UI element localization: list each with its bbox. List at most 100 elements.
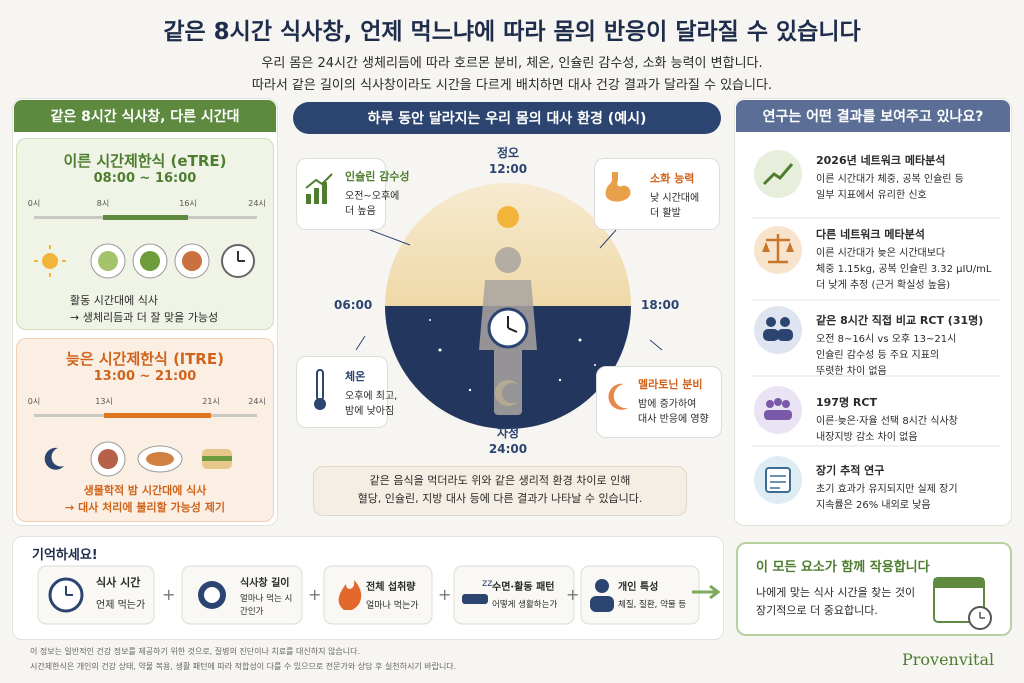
tick-label: 21시 — [202, 397, 220, 406]
tick-label: 16시 — [179, 199, 197, 208]
factor-title: 전체 섭취량 — [366, 582, 416, 593]
factor-title: 식사 시간 — [96, 576, 141, 589]
early-icons — [34, 243, 255, 279]
callout — [296, 356, 388, 428]
brand: Provenvital — [902, 650, 995, 669]
conclusion-title: 이 모든 요소가 함께 작용합니다 — [756, 560, 930, 575]
factor-text: 어떻게 생활하는가 — [492, 600, 558, 610]
factor-title: 개인 특성 — [618, 582, 659, 593]
clock-label: 18:00 — [641, 298, 680, 312]
callout-title: 체온 — [345, 370, 366, 383]
tick-label: 0시 — [27, 199, 41, 208]
footer-note: 시간제한식은 개인의 건강 상태, 약물 복용, 생활 패턴에 따라 적합성이 … — [30, 662, 457, 671]
research-text: 내장지방 감소 차이 없음 — [816, 432, 918, 443]
factor-title: 수면·활동 패턴 — [492, 582, 555, 593]
research-title: 같은 8시간 직접 비교 RCT (31명) — [816, 314, 984, 327]
early-card — [16, 138, 274, 330]
tick-label: 13시 — [95, 397, 113, 406]
research-icons — [752, 150, 1000, 504]
note: 혈당, 인슐린, 지방 대사 등에 다른 결과가 나타날 수 있습니다. — [357, 492, 643, 505]
callout-text: 오후에 최고, — [345, 391, 398, 402]
tick-label: 24시 — [248, 199, 266, 208]
icon — [314, 369, 326, 410]
note: 같은 음식을 먹더라도 위와 같은 생리적 환경 차이로 인해 — [369, 474, 631, 487]
callout-text: 더 활발 — [650, 208, 681, 219]
late-time: 13:00 ~ 21:00 — [93, 369, 197, 384]
subtitle: 따라서 같은 길이의 식사창이라도 시간을 다르게 배치하면 대사 건강 결과가… — [251, 78, 773, 93]
research-title: 2026년 네트워크 메타분석 — [816, 154, 946, 167]
callout — [596, 366, 722, 438]
tick-label: 8시 — [96, 199, 110, 208]
early-title: 이른 시간제한식 (eTRE) — [63, 152, 227, 170]
research-text: 인슐린 감수성 등 주요 지표의 — [816, 350, 940, 361]
research-title: 다른 네트워크 메타분석 — [816, 228, 925, 241]
early-note: → 생체리듬과 더 잘 맞을 가능성 — [70, 311, 219, 324]
svg-text:+: + — [308, 585, 321, 604]
research-text: 이른 시간대가 늦은 시간대보다 — [816, 248, 946, 259]
factor-text: 얼마나 먹는 시 — [240, 594, 293, 604]
callout-text: 대사 반응에 영향 — [638, 414, 709, 425]
callout-title: 소화 능력 — [650, 172, 695, 185]
late-title: 늦은 시간제한식 (lTRE) — [66, 350, 224, 368]
window-bar — [104, 413, 211, 418]
late-icons — [44, 441, 232, 477]
svg-text:+: + — [162, 585, 175, 604]
research-title: 197명 RCT — [816, 396, 877, 409]
subtitle: 우리 몸은 24시간 생체리듬에 따라 호르몬 분비, 체온, 인슐린 감수성,… — [261, 56, 763, 71]
factor-title: 식사창 길이 — [240, 578, 290, 589]
research-text: 체중 1.15kg, 공복 인슐린 3.32 μIU/mL — [816, 264, 992, 275]
late-note: 생물학적 밤 시간대에 식사 — [83, 484, 207, 497]
title: 같은 8시간 식사창, 언제 먹느냐에 따라 몸의 반응이 달라질 수 있습니다 — [163, 19, 861, 45]
tick-label: 24시 — [248, 397, 266, 406]
icon — [305, 173, 333, 204]
svg-text:zz: zz — [482, 578, 493, 589]
callout-text: 밤에 낮아짐 — [345, 406, 395, 417]
icon — [608, 383, 628, 410]
callout-text: 낮 시간대에 — [650, 193, 700, 204]
late-note: → 대사 처리에 불리할 가능성 제기 — [65, 501, 225, 514]
late-card — [16, 338, 274, 522]
conclusion-text: 장기적으로 더 중요합니다. — [756, 604, 878, 617]
clock-label: 24:00 — [488, 442, 528, 456]
callout-title: 멜라토닌 분비 — [638, 378, 703, 391]
clock-label: 12:00 — [488, 162, 528, 176]
research-text: 더 낮게 추정 (근거 확실성 높음) — [816, 280, 951, 291]
factor-text: 언제 먹는가 — [96, 600, 146, 611]
remember-title: 기억하세요! — [32, 548, 98, 563]
research-title: 장기 추적 연구 — [816, 464, 885, 477]
svg-text:+: + — [566, 585, 579, 604]
calendar-icon — [933, 577, 992, 630]
factor-text: 얼마나 먹는가 — [366, 601, 419, 611]
callout-text: 더 높음 — [345, 206, 376, 217]
window-bar — [103, 215, 188, 220]
factor-cards: zz + + + + — [37, 565, 721, 625]
early-time: 08:00 ~ 16:00 — [93, 171, 197, 186]
factor-text: 체질, 질환, 약물 등 — [618, 600, 687, 610]
note-box — [313, 466, 687, 516]
research-text: 이른·늦은·자율 선택 8시간 식사창 — [816, 416, 958, 427]
right-heading: 연구는 어떤 결과를 보여주고 있나요? — [736, 100, 1010, 132]
callout-text: 밤에 증가하여 — [638, 399, 697, 410]
conclusion-text: 나에게 맞는 식사 시간을 찾는 것이 — [756, 586, 916, 599]
left-heading: 같은 8시간 식사창, 다른 시간대 — [14, 100, 276, 132]
research-text: 이른 시간대가 체중, 공복 인슐린 등 — [816, 174, 964, 185]
footer-note: 이 정보는 일반적인 건강 정보를 제공하기 위한 것으로, 질병의 진단이나 … — [30, 647, 360, 656]
research-text: 오전 8~16시 vs 오후 13~21시 — [816, 334, 957, 345]
early-note: 활동 시간대에 식사 — [70, 294, 158, 307]
research-text: 뚜렷한 차이 없음 — [816, 366, 887, 377]
callout-text: 오전~오후에 — [345, 191, 400, 202]
clock-label: 자정 — [496, 426, 520, 440]
day-clock — [355, 183, 663, 429]
research-text: 지속률은 26% 내외로 낮음 — [816, 500, 931, 511]
svg-text:+: + — [438, 585, 451, 604]
clock-label: 06:00 — [334, 298, 373, 312]
tick-label: 0시 — [27, 397, 41, 406]
research-text: 초기 효과가 유지되지만 실제 장기 — [816, 484, 958, 495]
callout-title: 인슐린 감수성 — [345, 170, 410, 183]
factor-text: 간인가 — [240, 607, 264, 617]
research-text: 일부 지표에서 유리한 신호 — [816, 190, 927, 201]
center-heading: 하루 동안 달라지는 우리 몸의 대사 환경 (예시) — [293, 102, 721, 134]
icon — [605, 172, 631, 202]
clock-label: 정오 — [496, 146, 520, 160]
